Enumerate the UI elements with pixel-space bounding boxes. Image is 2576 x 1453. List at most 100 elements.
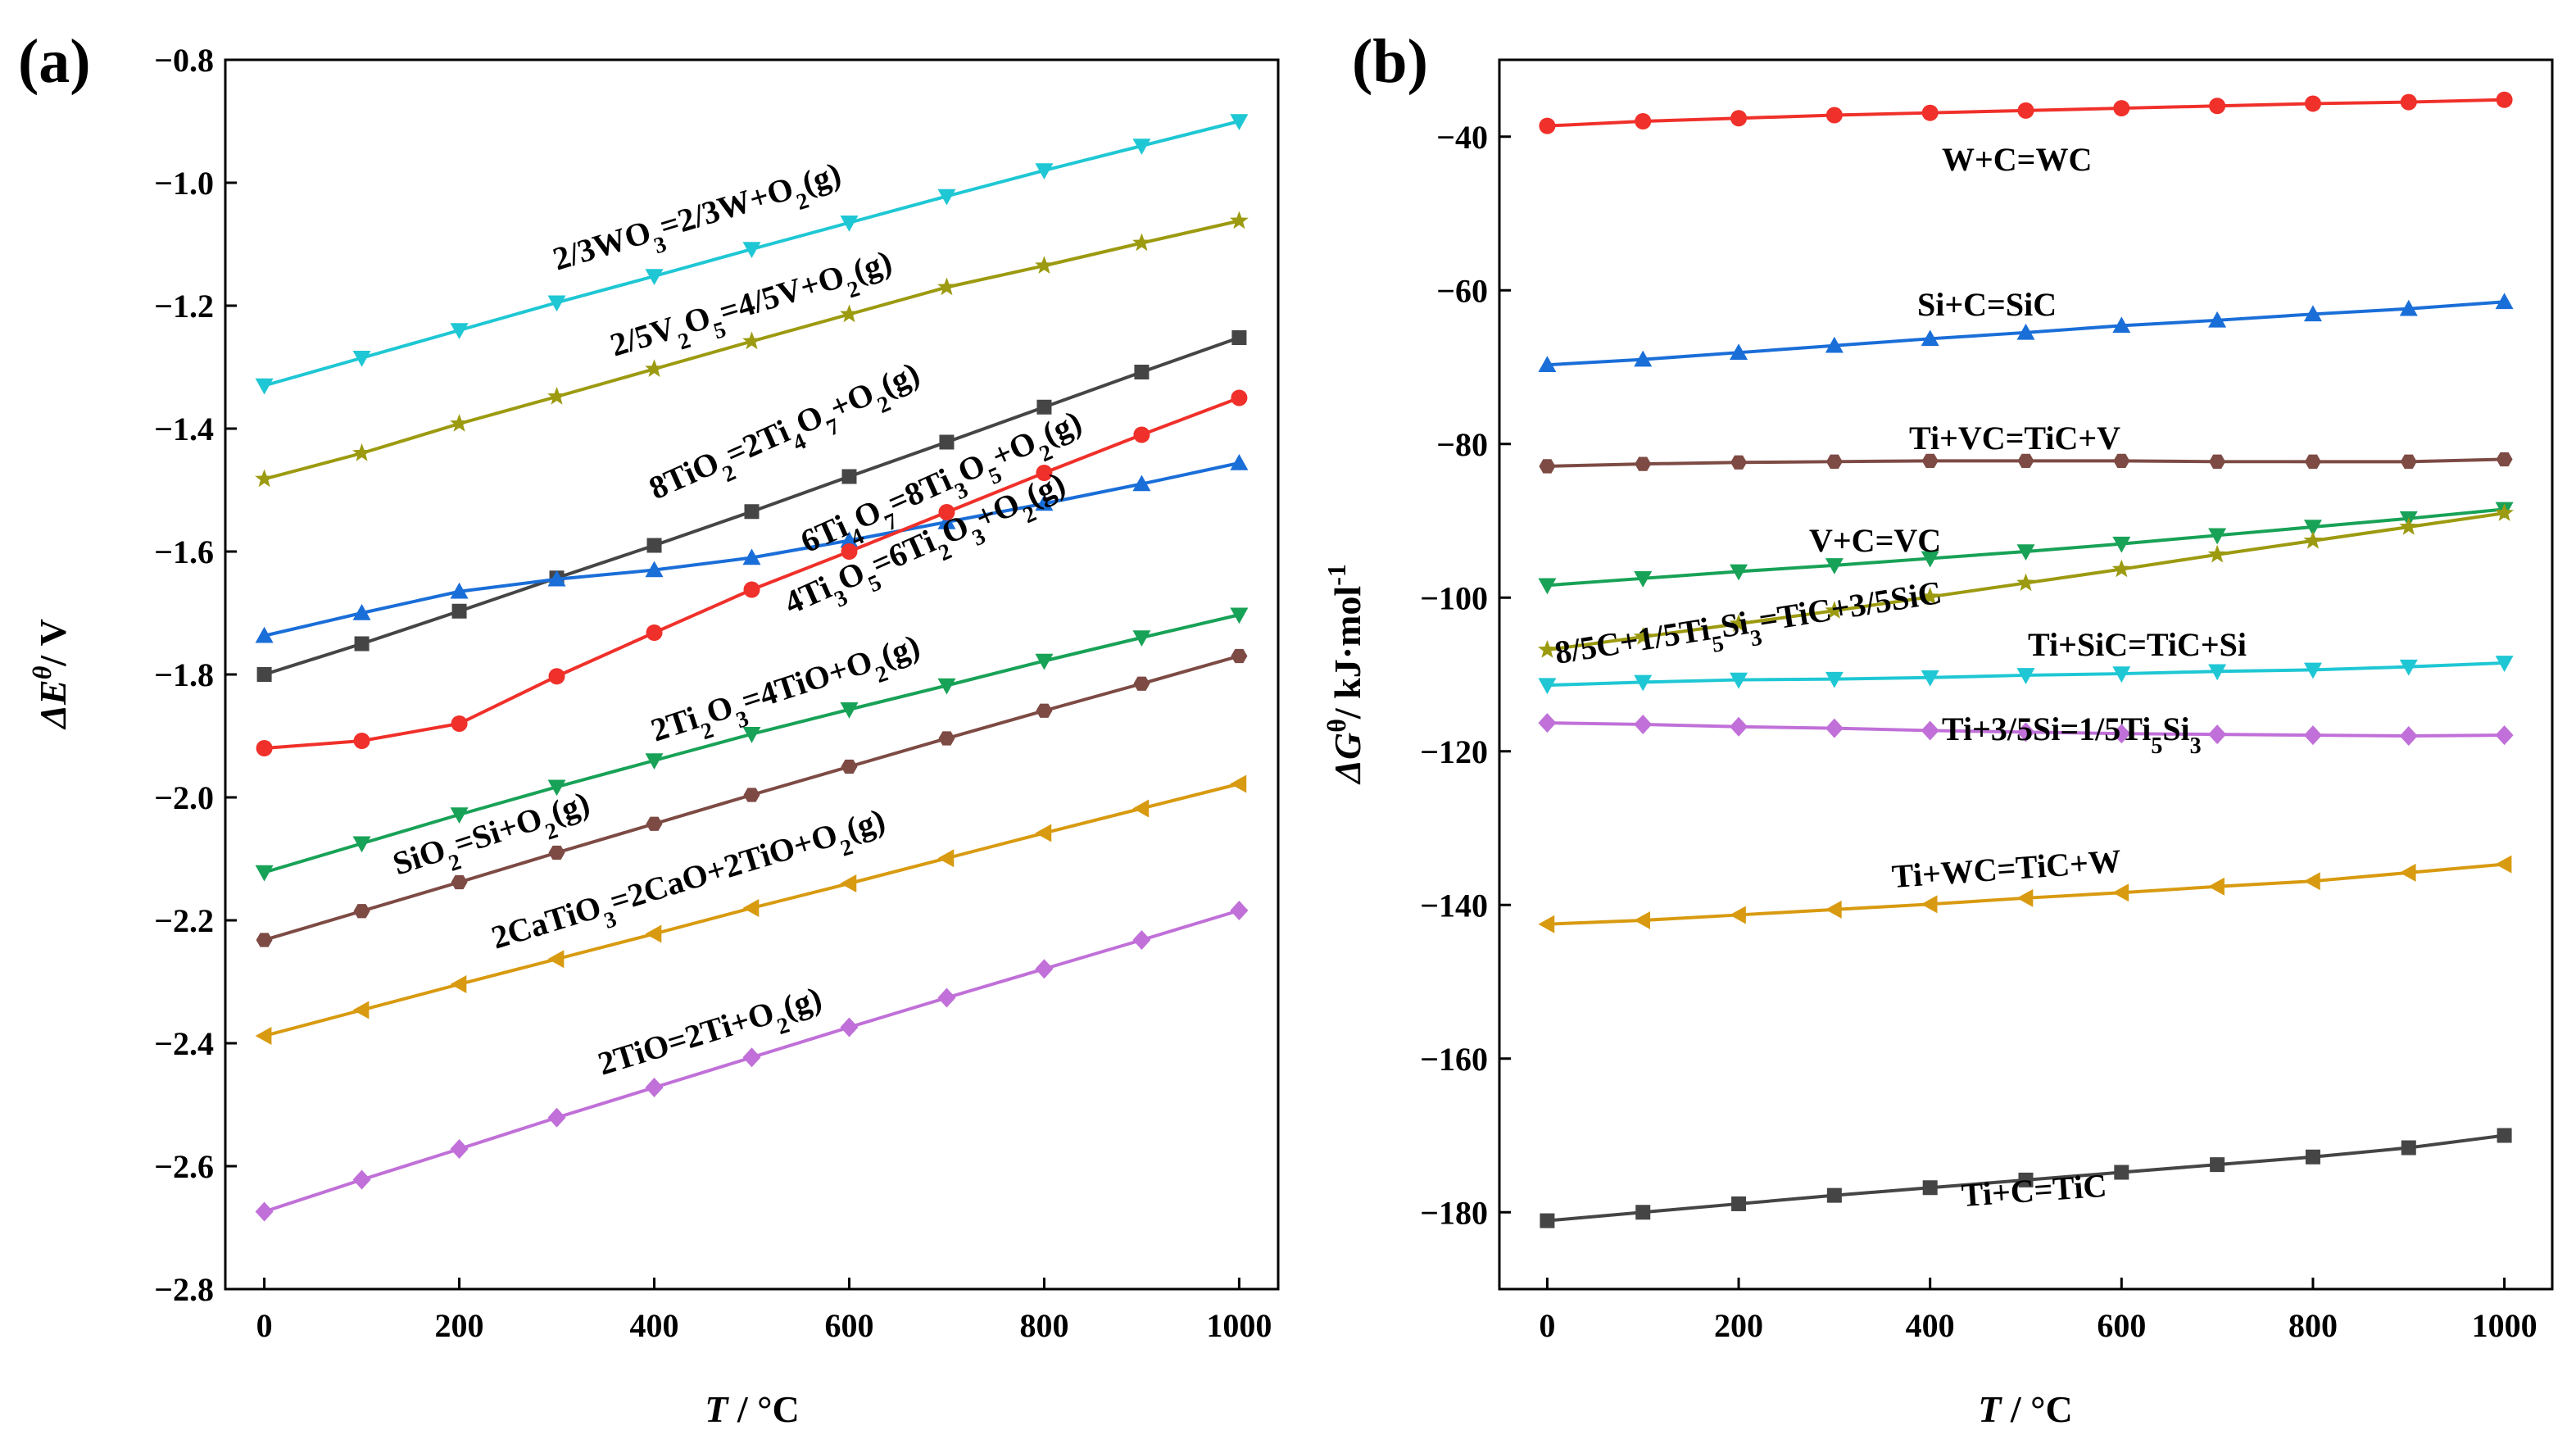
data-point [450, 975, 467, 993]
data-point [2208, 724, 2227, 745]
data-point [2017, 102, 2034, 119]
series-4 [256, 389, 1248, 756]
data-point [1539, 117, 1556, 134]
data-point [2018, 1172, 2034, 1187]
series-1 [255, 211, 1249, 488]
series-4 [1537, 503, 2515, 658]
data-point [937, 988, 956, 1008]
data-point [645, 269, 664, 285]
data-point [1540, 1213, 1555, 1228]
data-point [1729, 614, 1748, 632]
data-point [645, 359, 664, 377]
data-point [2113, 100, 2130, 117]
data-point [1231, 648, 1248, 664]
x-tick-label: 1000 [2472, 1307, 2537, 1344]
data-point [450, 1139, 469, 1159]
data-point [2305, 1149, 2320, 1165]
x-tick-label: 800 [2288, 1307, 2338, 1344]
data-point [2400, 93, 2417, 111]
data-point [2303, 872, 2320, 891]
series-5 [255, 607, 1249, 882]
data-point [2208, 877, 2225, 896]
data-point [2495, 725, 2514, 746]
data-point [2399, 299, 2418, 316]
data-point [841, 759, 858, 774]
data-point [2495, 855, 2512, 874]
data-point [1633, 627, 1653, 645]
data-point [2495, 293, 2514, 310]
data-point [938, 504, 955, 520]
annotation-vc: V+C=VC [1809, 522, 1941, 559]
data-point [1036, 465, 1053, 481]
data-point [256, 667, 272, 682]
data-point [1231, 389, 1248, 406]
data-point [742, 899, 760, 917]
data-point [1132, 630, 1151, 647]
y-tick-label: −2.0 [154, 779, 214, 816]
data-point [1230, 454, 1249, 470]
data-point [255, 1027, 272, 1045]
data-point [646, 624, 663, 641]
data-point [1921, 895, 1938, 914]
y-tick-label: −2.4 [154, 1025, 214, 1062]
series-0 [255, 114, 1249, 395]
data-point [2303, 530, 2323, 549]
data-point [1230, 607, 1249, 624]
data-point [547, 295, 566, 312]
data-point [645, 1078, 664, 1097]
data-point [1133, 676, 1150, 691]
data-point [1730, 343, 1748, 360]
y-tick-label: −160 [1420, 1041, 1488, 1078]
data-point [2208, 528, 2227, 545]
panel-a-y-axis: −2.8 −2.6 −2.4 −2.2 −2.0 −1.8 −1.6 −1.4 −1.2 −1.0… [154, 42, 237, 1308]
panel-a-x-axis: 0 200 400 600 800 1000 [256, 1278, 1272, 1344]
data-point [2016, 323, 2035, 340]
series-7 [255, 774, 1247, 1045]
data-point [2112, 883, 2129, 902]
data-point [1035, 653, 1054, 670]
data-point [2496, 91, 2513, 108]
x-tick-label: 200 [1714, 1307, 1763, 1344]
panel-a-y-axis-title: ΔEθ/ V [27, 619, 74, 730]
panel-b-x-axis-title: T / °C [1978, 1388, 2073, 1430]
data-point [256, 740, 273, 756]
data-point [1134, 365, 1150, 379]
data-point [2303, 305, 2322, 322]
y-tick-label: −180 [1420, 1194, 1488, 1231]
panel-b-y-axis-title: ΔGθ/ kJ·mol-1 [1322, 564, 1368, 785]
data-point [743, 581, 760, 598]
data-point [352, 443, 371, 461]
data-point [840, 874, 857, 892]
y-tick-label: −1.4 [154, 411, 214, 447]
data-point [1825, 671, 1844, 688]
data-point [2399, 517, 2419, 535]
x-tick-label: 800 [1019, 1307, 1068, 1344]
data-point [841, 543, 858, 560]
y-tick-label: −80 [1436, 426, 1488, 463]
y-tick-label: −0.8 [154, 42, 214, 79]
data-point [1538, 356, 1557, 372]
annotation-tio: 2TiO=2Ti+O2(g) [593, 979, 828, 1093]
data-point [2495, 503, 2515, 521]
data-point [2208, 664, 2227, 681]
data-point [1132, 930, 1151, 950]
annotation-ti2o3: 2Ti2O3=4TiO+O2(g) [646, 627, 927, 759]
data-point [840, 531, 859, 548]
data-point [2112, 666, 2131, 683]
series-2 [1539, 452, 2513, 474]
annotation-v2o5: 2/5V2O5=4/5V+O2(g) [605, 243, 899, 374]
data-point [1921, 453, 1939, 469]
data-point [2017, 453, 2034, 469]
data-point [547, 387, 566, 405]
panel-a-x-axis-title: T / °C [705, 1388, 800, 1430]
data-point [1634, 674, 1653, 692]
data-point [1035, 959, 1054, 979]
x-tick-label: 0 [256, 1307, 273, 1344]
y-tick-label: −2.2 [154, 902, 214, 939]
data-point [937, 678, 956, 695]
data-point [256, 933, 273, 947]
panel-a-chart: (a) −2.8 −2.6 −2.4 −2.2 −2.0 −1.8 −1.6 −1.4 −1.2… [18, 27, 1280, 1430]
data-point [352, 1169, 371, 1190]
data-point [548, 845, 565, 860]
data-point [2401, 1140, 2416, 1156]
